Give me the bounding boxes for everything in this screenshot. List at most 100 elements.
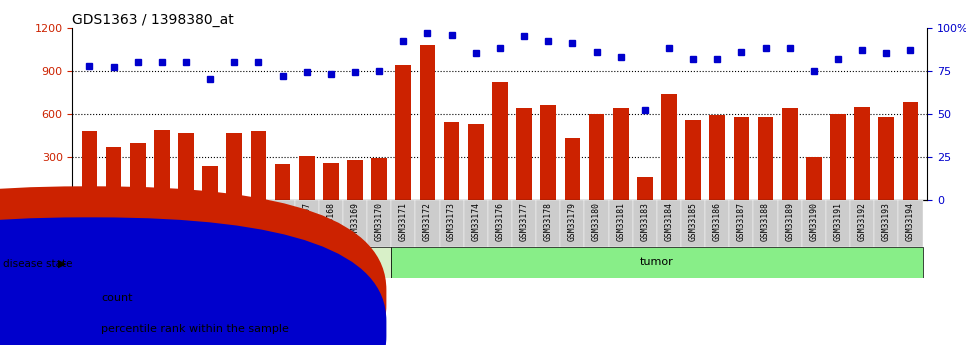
Bar [512,200,536,247]
Bar [609,200,633,247]
Text: GSM33162: GSM33162 [182,203,190,242]
Bar [874,200,898,247]
Text: GSM33193: GSM33193 [882,203,891,242]
Bar [443,122,460,200]
Text: count: count [101,293,133,303]
Bar [850,200,874,247]
Text: GSM33174: GSM33174 [471,203,480,242]
Bar [126,200,150,247]
Bar [81,131,98,200]
Bar [77,247,391,278]
Bar [733,117,750,200]
Bar [854,107,870,200]
Bar [657,200,681,247]
Text: GSM33188: GSM33188 [761,203,770,242]
Text: GSM33159: GSM33159 [109,203,118,242]
Text: GSM33178: GSM33178 [544,203,553,242]
Bar [343,200,367,247]
Bar [778,200,802,247]
Text: GSM33186: GSM33186 [713,203,722,242]
Text: GSM33158: GSM33158 [85,203,94,242]
Text: ▶: ▶ [58,259,67,269]
Text: GSM33194: GSM33194 [906,203,915,242]
Bar [105,147,122,200]
Text: GSM33189: GSM33189 [785,203,794,242]
Bar [391,200,415,247]
Bar [77,200,101,247]
Bar [540,105,556,200]
Bar [202,166,218,200]
Text: GSM33181: GSM33181 [616,203,625,242]
Bar [685,120,701,200]
Bar [464,200,488,247]
Text: GSM33171: GSM33171 [399,203,408,242]
Text: GSM33183: GSM33183 [640,203,649,242]
Bar [198,200,222,247]
Bar [661,94,677,200]
Bar [298,156,315,200]
Bar [129,142,146,200]
Bar [709,115,725,200]
Bar [371,158,387,200]
Bar [178,132,194,200]
Bar [612,108,629,200]
Bar [878,117,895,200]
Bar [560,200,584,247]
Text: GSM33168: GSM33168 [327,203,335,242]
Bar [468,124,484,200]
Text: GDS1363 / 1398380_at: GDS1363 / 1398380_at [72,12,234,27]
Bar [222,200,246,247]
Bar [516,108,532,200]
Bar [705,200,729,247]
Bar [150,200,174,247]
Bar [830,114,846,200]
Bar [488,200,512,247]
Text: GSM33192: GSM33192 [858,203,867,242]
Text: GSM33173: GSM33173 [447,203,456,242]
Bar [246,200,270,247]
Text: GSM33176: GSM33176 [496,203,504,242]
Text: disease state: disease state [3,259,72,269]
Text: GSM33166: GSM33166 [278,203,287,242]
Text: GSM33187: GSM33187 [737,203,746,242]
Text: GSM33167: GSM33167 [302,203,311,242]
Text: GSM33190: GSM33190 [810,203,818,242]
Text: GSM33184: GSM33184 [665,203,673,242]
Bar [226,132,242,200]
Bar [274,164,291,200]
Text: GSM33179: GSM33179 [568,203,577,242]
Bar [802,200,826,247]
Bar [637,177,653,200]
Bar [536,200,560,247]
Text: GSM33172: GSM33172 [423,203,432,242]
Bar [492,82,508,200]
Text: GSM33164: GSM33164 [230,203,239,242]
Bar [415,200,440,247]
Bar [753,200,778,247]
Bar [295,200,319,247]
Bar [323,164,339,200]
Text: tumor: tumor [640,257,673,267]
Bar [270,200,295,247]
Text: GSM33185: GSM33185 [689,203,697,242]
Bar [588,114,605,200]
Text: GSM33177: GSM33177 [520,203,528,242]
Bar [250,131,267,200]
Bar [898,200,923,247]
Bar [419,45,436,200]
Bar [440,200,464,247]
Text: GSM33191: GSM33191 [834,203,842,242]
Text: GSM33165: GSM33165 [254,203,263,242]
Bar [902,102,919,200]
Bar [367,200,391,247]
Bar [101,200,126,247]
Bar [584,200,609,247]
Bar [729,200,753,247]
Bar [154,130,170,200]
Text: GSM33170: GSM33170 [375,203,384,242]
Text: GSM33160: GSM33160 [133,203,142,242]
Bar [391,247,923,278]
Bar [633,200,657,247]
Bar [347,160,363,200]
Bar [781,108,798,200]
